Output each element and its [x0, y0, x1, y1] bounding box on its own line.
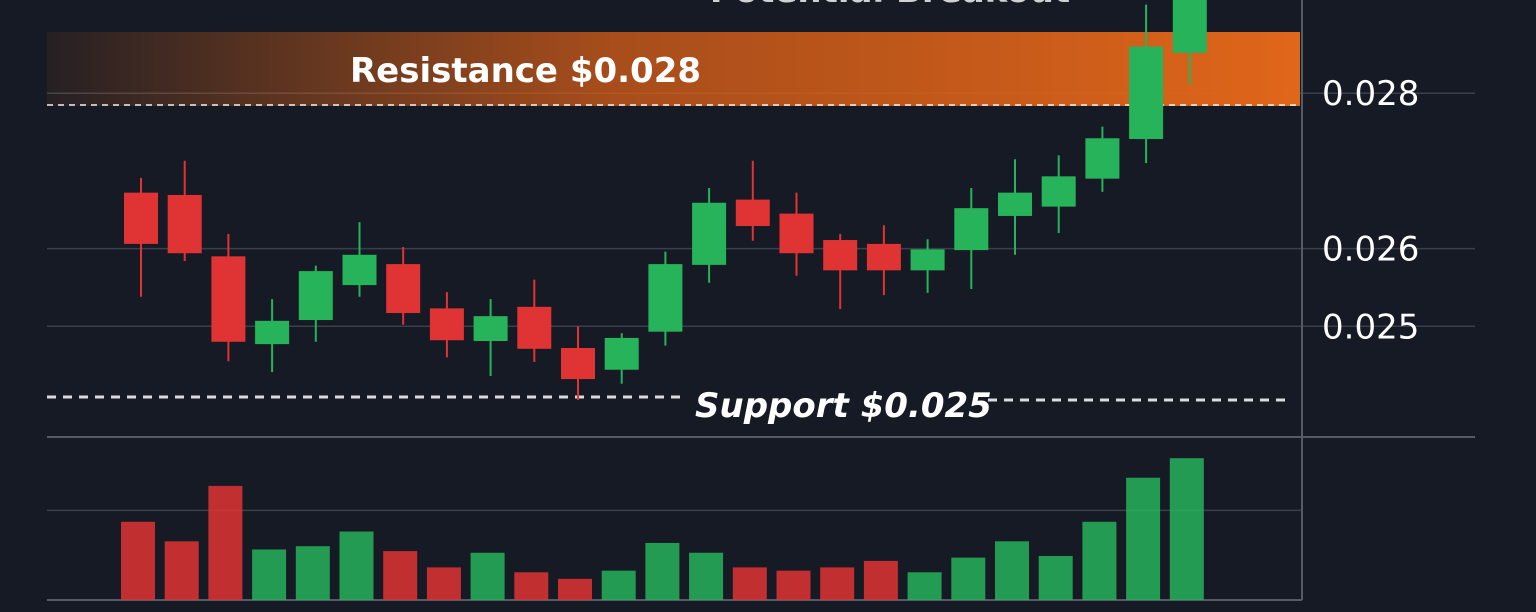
volume-bar — [339, 531, 374, 600]
volume-bar — [645, 542, 680, 600]
candle-body — [604, 337, 639, 370]
candle-body — [211, 256, 246, 342]
candle-body — [823, 240, 858, 271]
volume-bar — [295, 546, 330, 600]
volume-bar — [776, 570, 811, 600]
volume-bar — [558, 578, 592, 600]
volume-bar — [383, 551, 418, 600]
candle-body — [561, 348, 595, 380]
candle-body — [648, 264, 683, 332]
candle-body — [1085, 138, 1120, 179]
volume-bar — [601, 570, 636, 600]
volume-bar — [470, 552, 505, 600]
volume-bar — [732, 567, 767, 600]
volume-bar — [1169, 458, 1204, 600]
breakout-label: Potential Breakout — [710, 0, 1070, 11]
volume-bar — [121, 521, 155, 600]
volume-bar — [514, 572, 549, 600]
candle-body — [735, 199, 770, 227]
y-tick-label: 0.028 — [1322, 74, 1419, 114]
candle-body — [779, 213, 814, 254]
volume-bar — [252, 549, 287, 600]
candle-body — [1172, 0, 1207, 53]
volume-bar — [208, 485, 243, 600]
candle-body — [473, 316, 508, 342]
candle-body — [167, 194, 202, 254]
candle-body — [386, 264, 421, 314]
candle-body — [866, 243, 901, 271]
candle-body — [692, 202, 727, 265]
candle-body — [255, 320, 290, 345]
candle-body — [954, 208, 989, 251]
volume-bar — [951, 557, 986, 600]
volume-bar — [1038, 555, 1073, 600]
candle-body — [342, 254, 377, 286]
candle-body — [1129, 46, 1164, 140]
candle-body — [124, 192, 158, 244]
candle-body — [1041, 176, 1076, 207]
volume-bar — [1082, 521, 1117, 600]
resistance-label: Resistance $0.028 — [350, 51, 701, 91]
volume-bar — [863, 560, 898, 600]
volume-bar — [164, 541, 199, 600]
candle-body — [998, 192, 1032, 216]
candle-body — [910, 249, 945, 271]
candle-body — [517, 306, 552, 349]
candles — [124, 0, 1207, 401]
y-tick-label: 0.026 — [1322, 230, 1419, 270]
volume-bar — [907, 572, 942, 600]
candle-body — [298, 271, 333, 321]
volume-bar — [689, 552, 724, 600]
candle-body — [429, 308, 464, 341]
volume-bar — [995, 541, 1029, 600]
y-tick-label: 0.025 — [1322, 307, 1419, 347]
volume-bar — [820, 567, 855, 600]
support-label: Support $0.025 — [695, 386, 992, 426]
volume-bar — [1126, 477, 1161, 600]
resistance-band — [47, 32, 1300, 106]
volume-bars — [121, 458, 1204, 600]
volume-bar — [426, 567, 461, 600]
